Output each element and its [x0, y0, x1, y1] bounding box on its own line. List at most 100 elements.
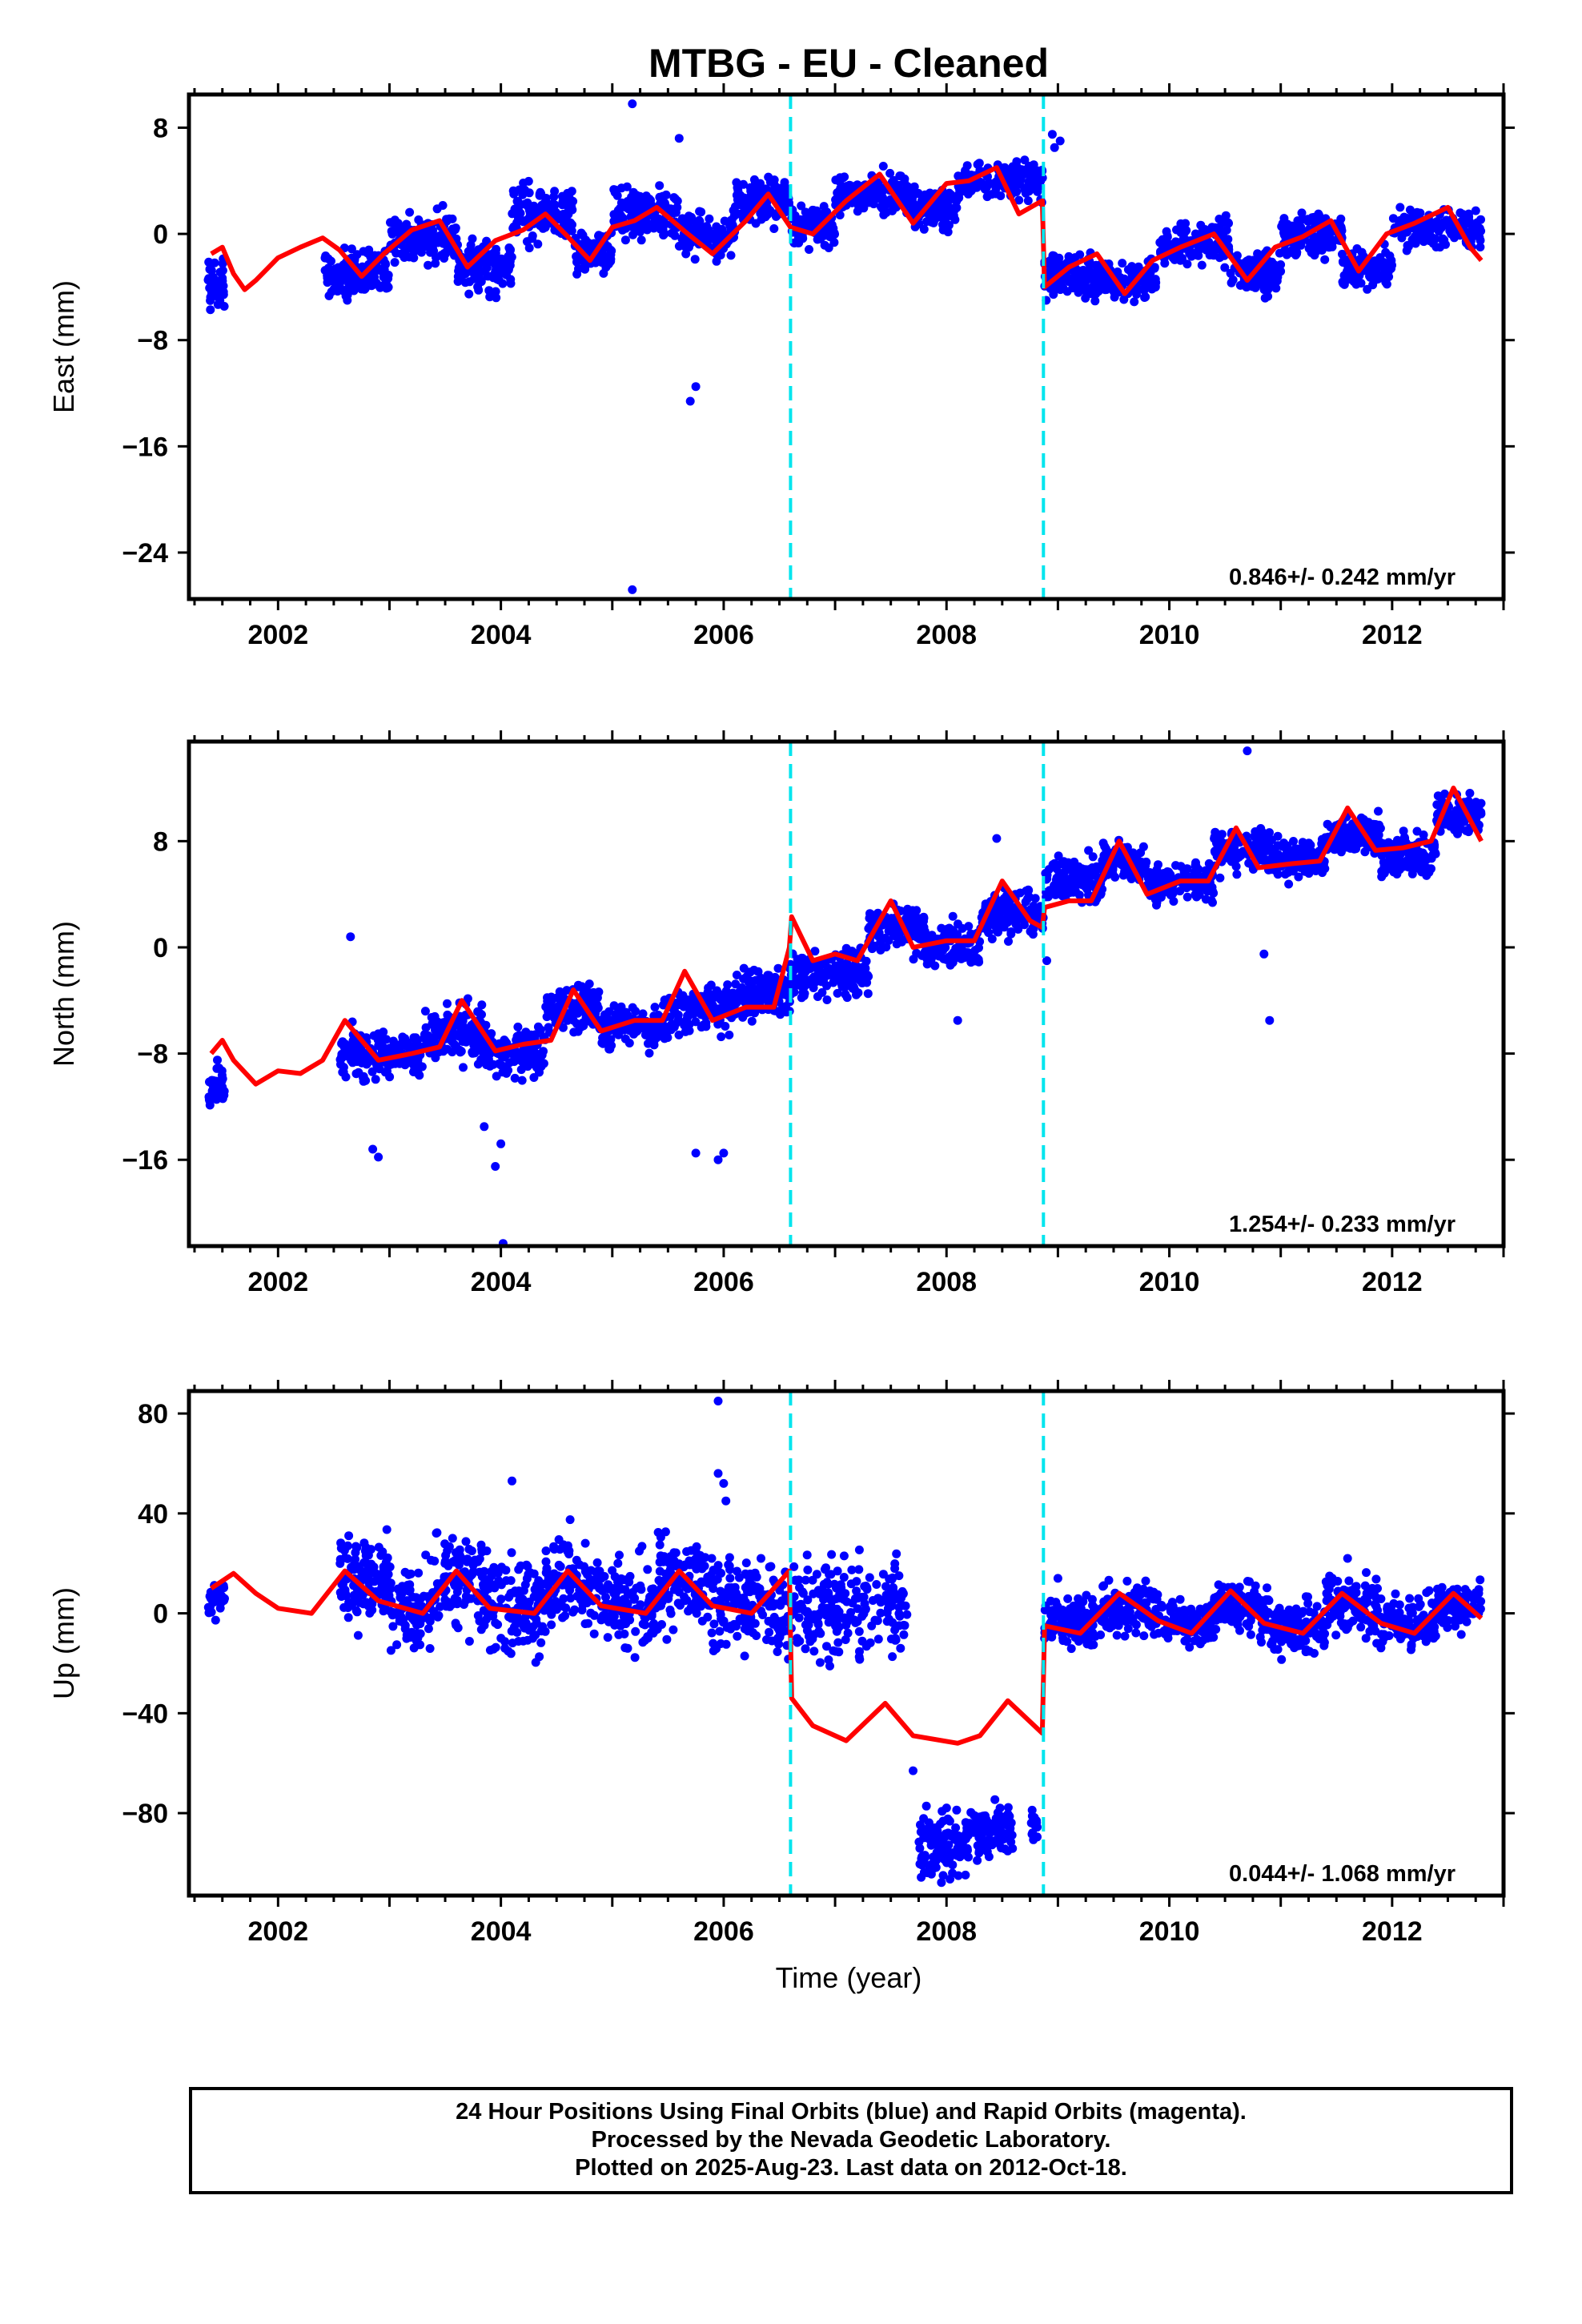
data-point — [1164, 875, 1174, 884]
data-point — [644, 1048, 654, 1058]
data-point — [681, 1027, 690, 1036]
data-point — [829, 238, 839, 247]
outlier-point — [1047, 130, 1057, 139]
data-point — [1470, 230, 1480, 239]
data-point — [723, 980, 733, 990]
data-point — [1297, 208, 1307, 218]
data-point — [651, 216, 661, 226]
data-point — [1476, 243, 1485, 251]
data-point — [797, 201, 806, 211]
data-point — [215, 267, 225, 277]
data-point — [665, 1012, 675, 1022]
data-point — [1419, 830, 1428, 839]
data-point — [725, 1030, 734, 1039]
data-point — [1118, 870, 1128, 880]
x-tick-label: 2012 — [1362, 620, 1423, 650]
data-point — [1405, 205, 1415, 215]
data-point — [716, 995, 725, 1004]
data-point — [683, 1011, 693, 1020]
data-point — [556, 215, 565, 224]
data-point — [452, 1042, 461, 1051]
data-point — [1273, 841, 1283, 850]
data-point — [529, 1046, 539, 1055]
data-point — [468, 1035, 478, 1045]
data-point — [835, 187, 845, 196]
data-point — [408, 237, 417, 247]
data-point — [492, 1072, 501, 1081]
data-point — [954, 193, 963, 203]
data-point — [1186, 248, 1195, 258]
data-point — [540, 223, 550, 232]
data-point — [1267, 257, 1277, 267]
data-point — [1284, 879, 1294, 889]
data-point — [1273, 870, 1283, 879]
data-point — [1243, 282, 1251, 292]
data-point — [876, 945, 885, 955]
y-tick-label: 8 — [153, 113, 168, 143]
data-point — [536, 189, 546, 199]
data-point — [1447, 223, 1456, 233]
data-point — [398, 1032, 408, 1042]
data-point — [1136, 848, 1146, 858]
data-point — [1251, 827, 1260, 836]
data-point — [863, 989, 873, 999]
data-point — [1182, 892, 1192, 902]
data-point — [1126, 873, 1136, 883]
data-point — [816, 970, 825, 979]
data-point — [590, 999, 600, 1007]
data-point — [941, 201, 950, 211]
data-point — [1168, 889, 1178, 899]
data-point — [1050, 887, 1060, 896]
data-point — [600, 1035, 610, 1043]
data-point — [1339, 256, 1349, 266]
data-point — [430, 1011, 440, 1021]
data-point — [1021, 165, 1030, 175]
data-point — [213, 300, 223, 309]
data-point — [552, 993, 561, 1003]
data-point — [964, 922, 974, 931]
data-point — [853, 207, 862, 216]
data-point — [569, 1027, 579, 1037]
data-point — [409, 253, 419, 263]
data-point — [1360, 847, 1370, 857]
outlier-point — [1055, 136, 1065, 146]
data-point — [1297, 215, 1307, 224]
data-point — [694, 215, 704, 225]
points-north — [204, 746, 1486, 1246]
data-point — [835, 177, 845, 187]
data-point — [827, 220, 837, 230]
data-point — [542, 1012, 552, 1022]
data-point — [456, 271, 466, 281]
data-point — [1422, 870, 1431, 880]
data-point — [1435, 220, 1445, 230]
data-point — [1431, 849, 1440, 858]
data-point — [732, 971, 741, 979]
data-point — [1030, 894, 1040, 903]
data-point — [677, 214, 687, 223]
data-point — [567, 226, 576, 235]
data-point — [1389, 867, 1399, 877]
data-point — [387, 227, 396, 236]
data-point — [1235, 280, 1245, 290]
data-point — [909, 955, 918, 964]
data-point — [865, 922, 874, 931]
data-point — [504, 243, 514, 252]
data-point — [1289, 837, 1298, 846]
data-point — [418, 238, 428, 247]
data-point — [427, 229, 436, 239]
points-east — [203, 99, 1486, 594]
data-point — [448, 227, 458, 236]
data-point — [879, 210, 889, 219]
data-point — [994, 909, 1003, 919]
data-point — [720, 216, 729, 226]
data-point — [206, 305, 215, 315]
data-point — [594, 987, 604, 997]
data-point — [885, 168, 895, 178]
data-point — [509, 189, 519, 199]
data-point — [1046, 256, 1055, 265]
data-point — [829, 978, 838, 987]
data-point — [1138, 284, 1148, 294]
data-point — [1090, 296, 1100, 306]
data-point — [545, 200, 555, 209]
data-point — [609, 185, 619, 195]
